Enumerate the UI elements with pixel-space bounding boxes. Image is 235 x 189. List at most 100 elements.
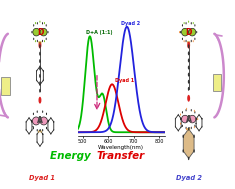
- Circle shape: [191, 40, 192, 42]
- Circle shape: [187, 95, 190, 102]
- Text: Dyad 1: Dyad 1: [115, 78, 134, 83]
- Circle shape: [39, 52, 41, 56]
- Circle shape: [39, 74, 41, 78]
- Circle shape: [197, 118, 198, 120]
- Circle shape: [38, 130, 39, 133]
- Circle shape: [35, 40, 36, 42]
- Circle shape: [194, 24, 196, 27]
- Circle shape: [39, 59, 41, 63]
- Circle shape: [39, 21, 40, 23]
- Circle shape: [186, 40, 187, 42]
- Circle shape: [53, 121, 54, 123]
- Circle shape: [186, 127, 187, 129]
- Circle shape: [39, 42, 41, 48]
- Circle shape: [186, 22, 187, 25]
- Bar: [213, 74, 221, 91]
- Ellipse shape: [189, 28, 196, 36]
- Circle shape: [186, 109, 187, 112]
- Text: D: D: [185, 28, 192, 37]
- Circle shape: [33, 38, 34, 40]
- Circle shape: [47, 129, 48, 131]
- Circle shape: [33, 127, 34, 129]
- Ellipse shape: [40, 28, 47, 36]
- Circle shape: [194, 126, 195, 128]
- Text: Transfer: Transfer: [97, 151, 145, 161]
- Circle shape: [178, 130, 179, 132]
- Circle shape: [46, 38, 47, 40]
- Circle shape: [39, 97, 41, 104]
- Circle shape: [39, 89, 41, 93]
- Circle shape: [31, 121, 32, 123]
- Circle shape: [39, 41, 40, 44]
- Text: Energy: Energy: [50, 151, 95, 161]
- Circle shape: [48, 120, 49, 122]
- Circle shape: [188, 44, 189, 48]
- Ellipse shape: [32, 117, 40, 125]
- Circle shape: [188, 157, 189, 160]
- Circle shape: [44, 40, 45, 42]
- Text: A: A: [37, 116, 43, 125]
- Text: Dyad 2: Dyad 2: [121, 21, 140, 26]
- Circle shape: [187, 41, 188, 43]
- Circle shape: [179, 31, 180, 33]
- Circle shape: [188, 21, 189, 23]
- Circle shape: [37, 40, 38, 42]
- Polygon shape: [183, 129, 194, 158]
- Circle shape: [175, 118, 176, 120]
- Circle shape: [188, 66, 189, 70]
- Circle shape: [196, 31, 197, 33]
- Circle shape: [46, 127, 47, 129]
- Circle shape: [33, 24, 34, 27]
- Circle shape: [37, 129, 38, 132]
- Circle shape: [46, 113, 47, 115]
- Circle shape: [37, 22, 38, 25]
- Ellipse shape: [40, 117, 47, 125]
- Bar: [1, 77, 10, 94]
- Circle shape: [187, 128, 188, 130]
- Circle shape: [193, 149, 195, 153]
- Circle shape: [39, 81, 41, 85]
- Ellipse shape: [181, 28, 188, 36]
- Circle shape: [183, 135, 184, 138]
- Circle shape: [47, 31, 48, 33]
- Circle shape: [38, 41, 39, 43]
- Circle shape: [193, 40, 194, 42]
- Circle shape: [39, 67, 41, 70]
- Circle shape: [43, 70, 44, 72]
- Circle shape: [194, 111, 196, 114]
- Circle shape: [31, 120, 32, 122]
- Circle shape: [188, 87, 189, 91]
- Circle shape: [46, 24, 47, 27]
- Circle shape: [35, 22, 36, 24]
- Circle shape: [183, 149, 184, 153]
- Circle shape: [53, 129, 54, 131]
- Circle shape: [39, 44, 41, 48]
- Circle shape: [42, 129, 43, 132]
- Circle shape: [182, 111, 183, 114]
- Circle shape: [42, 22, 43, 25]
- Circle shape: [26, 121, 27, 123]
- Circle shape: [40, 130, 42, 133]
- Circle shape: [194, 125, 196, 127]
- Circle shape: [199, 114, 200, 116]
- Circle shape: [188, 51, 189, 55]
- Circle shape: [36, 79, 37, 81]
- Circle shape: [193, 22, 194, 24]
- Circle shape: [39, 129, 40, 131]
- Circle shape: [188, 41, 189, 44]
- Circle shape: [42, 110, 43, 113]
- Circle shape: [39, 84, 40, 86]
- Circle shape: [182, 38, 183, 40]
- Ellipse shape: [181, 115, 188, 123]
- Circle shape: [191, 22, 192, 25]
- Circle shape: [47, 121, 48, 123]
- Circle shape: [33, 113, 34, 115]
- Text: D: D: [37, 28, 43, 37]
- Circle shape: [194, 110, 195, 112]
- Circle shape: [188, 80, 189, 84]
- Circle shape: [39, 145, 40, 147]
- Circle shape: [26, 129, 27, 131]
- Circle shape: [175, 126, 176, 128]
- Circle shape: [180, 118, 181, 120]
- Circle shape: [31, 129, 32, 131]
